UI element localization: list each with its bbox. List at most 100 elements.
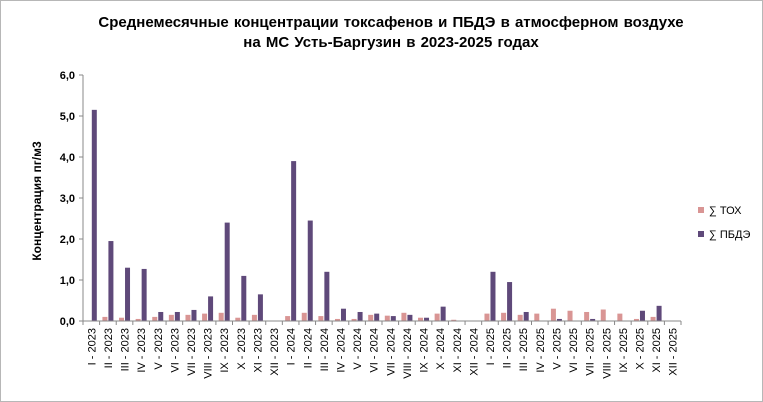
bar-pbde (390, 316, 396, 321)
chart-title-line1: Среднемесячные концентрации токсафенов и… (98, 14, 684, 31)
x-tick-label: V - 2025 (551, 328, 563, 370)
bar-pbde (523, 311, 529, 321)
x-tick-label: XII - 2025 (668, 328, 680, 376)
bar-tox (401, 312, 407, 321)
bar-tox (351, 318, 357, 321)
bar-tox (135, 318, 141, 321)
x-tick-label: XII - 2024 (468, 328, 480, 376)
x-tick-label: I - 2024 (286, 328, 298, 365)
x-tick-label: III - 2023 (120, 328, 132, 371)
bar-pbde (158, 311, 164, 321)
bar-tox (600, 309, 606, 321)
bar-pbde (91, 109, 97, 321)
x-tick-label: V - 2023 (153, 328, 165, 370)
x-tick-label: IV - 2024 (335, 328, 347, 373)
bar-tox (168, 314, 174, 321)
legend-swatch-tox (698, 207, 704, 213)
x-tick-label: VII - 2025 (585, 328, 597, 376)
bar-pbde (291, 161, 297, 321)
x-tick-label: X - 2023 (236, 328, 248, 370)
bar-pbde (424, 317, 430, 321)
x-tick-label: IX - 2023 (219, 328, 231, 373)
bar-tox (484, 313, 490, 321)
legend-swatch-pbde (698, 231, 704, 237)
bar-tox (102, 316, 108, 321)
x-tick-label: XI - 2024 (452, 328, 464, 373)
bar-pbde (440, 306, 446, 321)
chart-title-line2: на МС Усть-Баргузин в 2023-2025 годах (243, 34, 539, 51)
bar-pbde (125, 267, 131, 321)
bar-pbde (490, 271, 496, 321)
x-tick-label: II - 2024 (302, 328, 314, 368)
bar-tox (517, 314, 523, 321)
bar-tox (451, 319, 457, 321)
bar-tox (251, 314, 257, 321)
bar-pbde (374, 313, 380, 321)
bar-tox (318, 316, 324, 321)
bar-tox (119, 317, 125, 321)
x-tick-label: I - 2023 (86, 328, 98, 365)
bar-pbde (141, 268, 147, 321)
x-tick-label: XII - 2023 (269, 328, 281, 376)
bar-tox (434, 313, 440, 321)
x-tick-label: VI - 2025 (568, 328, 580, 373)
chart-title: Среднемесячные концентрации токсафенов и… (41, 13, 741, 53)
bar-pbde (324, 271, 330, 321)
bar-tox (418, 317, 424, 321)
x-tick-label: IX - 2024 (419, 328, 431, 373)
bar-pbde (357, 311, 363, 321)
bar-tox (567, 310, 573, 321)
bar-pbde (108, 241, 114, 321)
bar-pbde (590, 318, 596, 321)
bar-pbde (556, 318, 562, 321)
bar-tox (550, 308, 556, 321)
bar-tox (218, 312, 224, 321)
y-tick-label: 1,0 (60, 275, 75, 287)
bar-tox (384, 315, 390, 321)
bar-tox (285, 316, 291, 321)
bar-tox (617, 313, 623, 321)
x-tick-label: III - 2024 (319, 328, 331, 371)
x-tick-label: VIII - 2023 (203, 328, 215, 379)
x-tick-label: VIII - 2025 (601, 328, 613, 379)
bar-tox (650, 316, 656, 321)
bar-pbde (174, 311, 180, 321)
x-tick-label: IX - 2025 (618, 328, 630, 373)
x-tick-label: II - 2025 (502, 328, 514, 368)
x-tick-label: XI - 2023 (252, 328, 264, 373)
x-tick-label: V - 2024 (352, 328, 364, 370)
bar-tox (534, 313, 540, 321)
x-tick-label: VIII - 2024 (402, 328, 414, 379)
bar-pbde (507, 282, 513, 321)
legend-label-pbde: ∑ ПБДЭ (709, 229, 750, 241)
bar-tox (584, 311, 590, 321)
bar-pbde (224, 222, 230, 321)
bar-pbde (257, 294, 263, 321)
bar-pbde (639, 310, 645, 321)
bar-tox (202, 313, 208, 321)
bar-tox (301, 312, 307, 321)
bar-tox (152, 316, 158, 321)
bar-tox (185, 314, 191, 321)
y-tick-label: 5,0 (60, 111, 75, 123)
bar-pbde (191, 309, 197, 321)
bar-pbde (407, 314, 413, 321)
x-tick-label: VII - 2023 (186, 328, 198, 376)
y-tick-label: 0,0 (60, 316, 75, 328)
bar-pbde (208, 296, 214, 321)
bar-tox (633, 318, 639, 321)
y-tick-label: 6,0 (60, 70, 75, 82)
x-tick-label: X - 2025 (634, 328, 646, 370)
x-tick-label: VI - 2023 (169, 328, 181, 373)
bar-pbde (241, 275, 247, 321)
y-axis-label: Концентрация пг/м3 (30, 141, 44, 261)
x-tick-label: II - 2023 (103, 328, 115, 368)
bar-pbde (307, 220, 313, 321)
bar-tox (334, 318, 340, 321)
x-tick-label: IV - 2023 (136, 328, 148, 373)
x-tick-label: X - 2024 (435, 328, 447, 370)
x-tick-label: VI - 2024 (369, 328, 381, 373)
x-tick-label: IV - 2025 (535, 328, 547, 373)
